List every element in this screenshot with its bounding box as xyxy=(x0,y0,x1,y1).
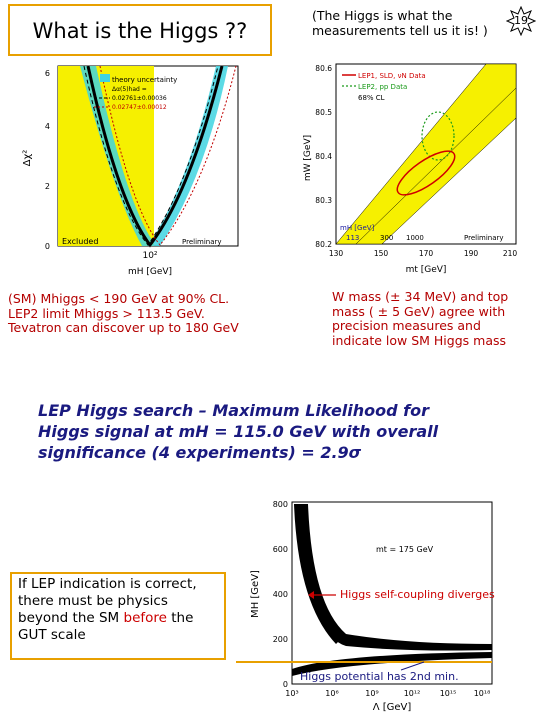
x-tick: 10⁹ xyxy=(365,689,378,698)
top-note: (The Higgs is what the measurements tell… xyxy=(312,8,488,38)
legend-alpha: Δα(5)had = xyxy=(112,86,147,93)
y-tick: 4 xyxy=(45,122,50,131)
x-tick: 170 xyxy=(419,249,434,258)
lower-band xyxy=(292,652,492,676)
bottom-plot: mt = 175 GeV Higgs self-coupling diverge… xyxy=(236,500,495,713)
right-caption-line: mass ( ± 5 GeV) agree with xyxy=(332,303,506,319)
gut-text-highlight: before xyxy=(123,610,167,626)
excluded-label: Excluded xyxy=(62,237,98,246)
chi2-curve xyxy=(86,65,224,248)
right-caption-line: W mass (± 34 MeV) and top xyxy=(332,289,509,304)
left-caption-line: LEP2 limit Mhiggs > 113.5 GeV. xyxy=(8,305,205,321)
gut-scale-note: If LEP indication is correct, there must… xyxy=(10,572,226,660)
y-tick: 6 xyxy=(45,69,50,78)
y-axis-label: mW [GeV] xyxy=(303,135,313,181)
x-tick: 10¹⁵ xyxy=(440,689,457,698)
x-axis-label: mt [GeV] xyxy=(406,265,447,275)
star-icon xyxy=(505,5,537,37)
legend-swatch xyxy=(100,74,110,82)
x-tick: 130 xyxy=(329,249,344,258)
right-plot: LEP1, SLD, νN Data LEP2, pp Data 68% CL … xyxy=(303,63,518,275)
gut-text: the GUT scale xyxy=(18,610,194,643)
right-caption: W mass (± 34 MeV) and top mass ( ± 5 GeV… xyxy=(332,289,532,348)
preliminary-label: Preliminary xyxy=(464,234,504,242)
y-tick: 2 xyxy=(45,182,50,191)
lep2-ellipse xyxy=(421,111,455,161)
y-tick: 80.6 xyxy=(315,64,332,73)
preliminary-label: Preliminary xyxy=(182,238,222,246)
annot-self-coupling: Higgs self-coupling diverges xyxy=(340,588,495,601)
y-tick: 80.4 xyxy=(315,152,332,161)
y-tick: 80.2 xyxy=(315,240,332,249)
mt-label: mt = 175 GeV xyxy=(376,545,434,554)
left-plot: theory uncertainty Δα(5)had = 0.02761±0.… xyxy=(22,65,239,277)
mh-label: mH [GeV] xyxy=(340,224,375,232)
y-tick: 200 xyxy=(273,635,288,644)
left-caption-line: Tevatron can discover up to 180 GeV xyxy=(8,320,239,335)
slide-title: What is the Higgs ?? xyxy=(8,4,272,56)
y-tick: 80.3 xyxy=(315,196,332,205)
y-tick: 600 xyxy=(273,545,288,554)
x-tick: 10³ xyxy=(285,689,298,698)
lep-search-line: significance (4 experiments) = 2.9σ xyxy=(38,443,362,462)
legend-alpha-2: 0.02747±0.00012 xyxy=(112,104,167,111)
y-axis-label: Δχ² xyxy=(22,150,33,167)
x-axis-label: Λ [GeV] xyxy=(373,702,412,713)
slide-number: 19 xyxy=(514,14,528,27)
y-tick: 0 xyxy=(45,242,50,251)
left-caption: (SM) Mhiggs < 190 GeV at 90% CL. LEP2 li… xyxy=(8,291,278,336)
x-tick: 10² xyxy=(142,251,157,261)
legend-lep2: LEP2, pp Data xyxy=(358,83,407,91)
gut-text: If LEP indication is correct, there must… xyxy=(18,576,197,626)
x-tick: 10⁶ xyxy=(325,689,338,698)
x-tick: 190 xyxy=(464,249,479,258)
legend-cl: 68% CL xyxy=(358,94,385,102)
x-axis-label: mH [GeV] xyxy=(128,267,172,277)
mh-value: 113 xyxy=(346,234,359,242)
lep-search-line: LEP Higgs search – Maximum Likelihood fo… xyxy=(38,401,430,420)
x-tick: 150 xyxy=(374,249,389,258)
x-tick: 210 xyxy=(503,249,518,258)
lep1-ellipse xyxy=(396,150,456,196)
x-tick: 10¹⁸ xyxy=(474,689,491,698)
mh-value: 300 xyxy=(380,234,393,242)
y-tick: 800 xyxy=(273,500,288,509)
sm-band xyxy=(335,63,517,245)
chi2-curve-dotted xyxy=(99,65,237,246)
y-tick: 400 xyxy=(273,590,288,599)
y-tick: 80.5 xyxy=(315,108,332,117)
left-caption-line: (SM) Mhiggs < 190 GeV at 90% CL. xyxy=(8,291,230,306)
x-tick: 10¹² xyxy=(404,689,421,698)
right-caption-line: precision measures and xyxy=(332,318,481,333)
y-axis-label: MH [GeV] xyxy=(250,570,261,618)
mh-value: 1000 xyxy=(406,234,424,242)
legend-lep1: LEP1, SLD, νN Data xyxy=(358,72,426,80)
slide-number-badge: 19 xyxy=(505,5,537,37)
lep-search-line: Higgs signal at mH = 115.0 GeV with over… xyxy=(38,422,439,441)
right-caption-line: indicate low SM Higgs mass xyxy=(332,332,506,348)
legend-theory: theory uncertainty xyxy=(112,76,177,84)
lep-search-text: LEP Higgs search – Maximum Likelihood fo… xyxy=(38,400,508,463)
annot-self-coupling-text: Higgs self-coupling diverges xyxy=(340,588,495,601)
legend-alpha-1: 0.02761±0.00036 xyxy=(112,95,167,102)
annot-potential: Higgs potential has 2nd min. xyxy=(300,670,459,683)
chi2-curve-dashed xyxy=(83,65,219,246)
y-tick: 0 xyxy=(283,680,288,689)
